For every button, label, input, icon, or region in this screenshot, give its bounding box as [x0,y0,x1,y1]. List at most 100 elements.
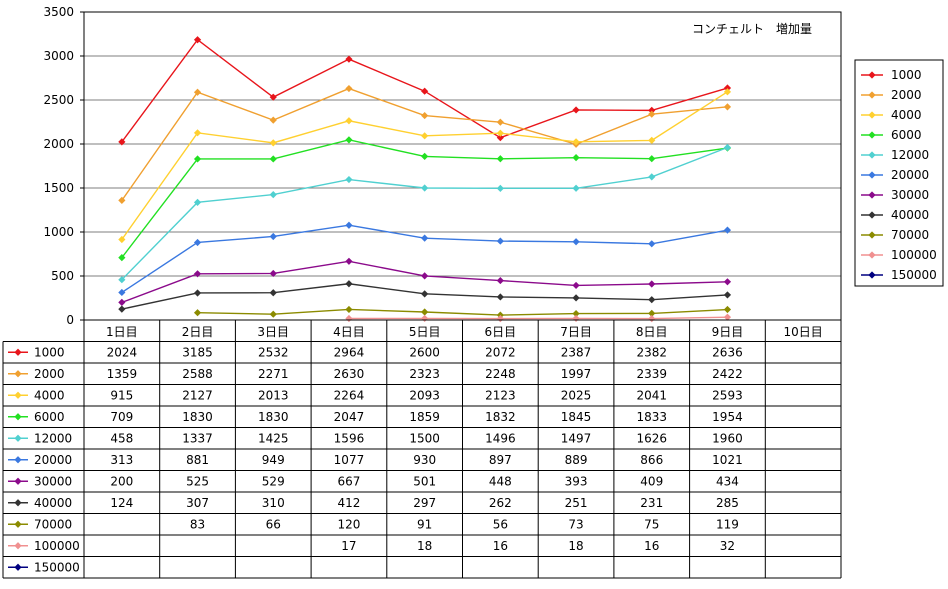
legend-item: 40000 [861,208,929,222]
y-tick-label: 1000 [43,225,74,239]
table-series-label: 40000 [34,496,72,510]
table-cell-value: 1497 [561,431,592,445]
y-tick-label: 3500 [43,5,74,19]
legend: 1000 2000 4000 6000 12000 20000 30000 40000 7000… [854,59,944,287]
legend-marker [868,231,876,239]
table-cell-value: 889 [565,453,588,467]
table-cell-value: 1845 [561,410,592,424]
table-cell-value: 1077 [334,453,365,467]
data-point [345,221,353,229]
legend-label: 6000 [891,128,922,142]
data-point [118,138,126,146]
table-cell-value: 231 [640,496,663,510]
y-tick-label: 3000 [43,49,74,63]
data-point [421,132,429,140]
data-point [193,238,202,247]
data-point [345,55,353,63]
data-point [496,314,504,323]
series-40000 [118,280,732,313]
data-point [118,196,126,205]
table-cell-value: 2123 [485,388,516,402]
data-point [648,280,656,288]
data-point [193,36,202,44]
data-point [572,138,580,146]
data-point [269,155,277,163]
table-series-label: 30000 [34,474,72,488]
table-series-label: 150000 [34,560,80,574]
table-cell-value: 66 [266,517,281,531]
legend-marker [868,171,876,179]
data-point [723,143,732,152]
table-cell-value: 2041 [636,388,667,402]
data-point [723,88,732,96]
series-6000 [118,136,732,262]
table-legend-marker [14,370,22,378]
data-point [118,254,126,262]
table-cell-value: 1425 [258,431,289,445]
data-point [193,198,202,206]
data-point [345,175,353,184]
table-cell-value: 1626 [636,431,667,445]
table-cell-value: 119 [716,517,739,531]
table-cell-value: 1337 [182,431,213,445]
table-cell-value: 2024 [107,345,138,359]
legend-item: 150000 [861,268,937,282]
table-cell-value: 2588 [182,367,213,381]
legend-item: 2000 [861,88,922,102]
legend-label: 1000 [891,68,922,82]
table-cell-value: 1359 [107,367,138,381]
table-cell-value: 448 [489,474,512,488]
legend-label: 12000 [891,148,929,162]
table-cell-value: 2387 [561,345,592,359]
table-cell-value: 897 [489,453,512,467]
table-cell-value: 2264 [334,388,365,402]
data-point [345,117,353,125]
table-cell-value: 2025 [561,388,592,402]
legend-label: 150000 [891,268,937,282]
category-label: 3日目 [257,325,289,339]
data-point [572,184,580,192]
data-point [193,155,202,163]
table-cell-value: 409 [640,474,663,488]
table-cell-value: 525 [186,474,209,488]
data-point [572,294,580,302]
data-point [345,314,353,323]
data-point [572,281,580,290]
table-cell-value: 2630 [334,367,365,381]
table-cell-value: 2422 [712,367,743,381]
category-label: 4日目 [333,325,365,339]
data-point [269,93,277,101]
table-series-label: 100000 [34,539,80,553]
data-point [496,276,504,285]
category-label: 8日目 [636,325,668,339]
data-point [269,139,277,147]
data-point [269,269,277,278]
table-cell-value: 75 [644,517,659,531]
table-cell-value: 2339 [636,367,667,381]
table-cell-value: 667 [337,474,360,488]
table-cell-value: 2013 [258,388,289,402]
data-point [496,184,504,192]
data-point [193,289,202,297]
data-point [421,272,429,280]
data-point [648,240,656,248]
data-point [345,84,353,93]
data-point [572,309,580,318]
data-point [723,103,732,111]
legend-item: 4000 [861,108,922,122]
data-point [648,136,656,144]
table-legend-marker [14,434,22,442]
table-cell-value: 1596 [334,431,365,445]
table-cell-value: 2248 [485,367,516,381]
legend-item: 100000 [861,248,937,262]
data-point [193,309,202,317]
data-point [723,278,732,286]
data-point [648,296,656,304]
table-cell-value: 251 [565,496,588,510]
series-layer [118,36,732,323]
data-point [345,280,353,288]
data-point [345,257,353,265]
y-axis: 0 500 1000 1500 2000 2500 3000 3500 [43,5,84,327]
table-cell-value: 1021 [712,453,743,467]
table-cell-value: 1859 [409,410,440,424]
